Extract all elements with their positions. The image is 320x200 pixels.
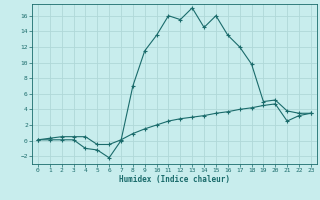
X-axis label: Humidex (Indice chaleur): Humidex (Indice chaleur) <box>119 175 230 184</box>
